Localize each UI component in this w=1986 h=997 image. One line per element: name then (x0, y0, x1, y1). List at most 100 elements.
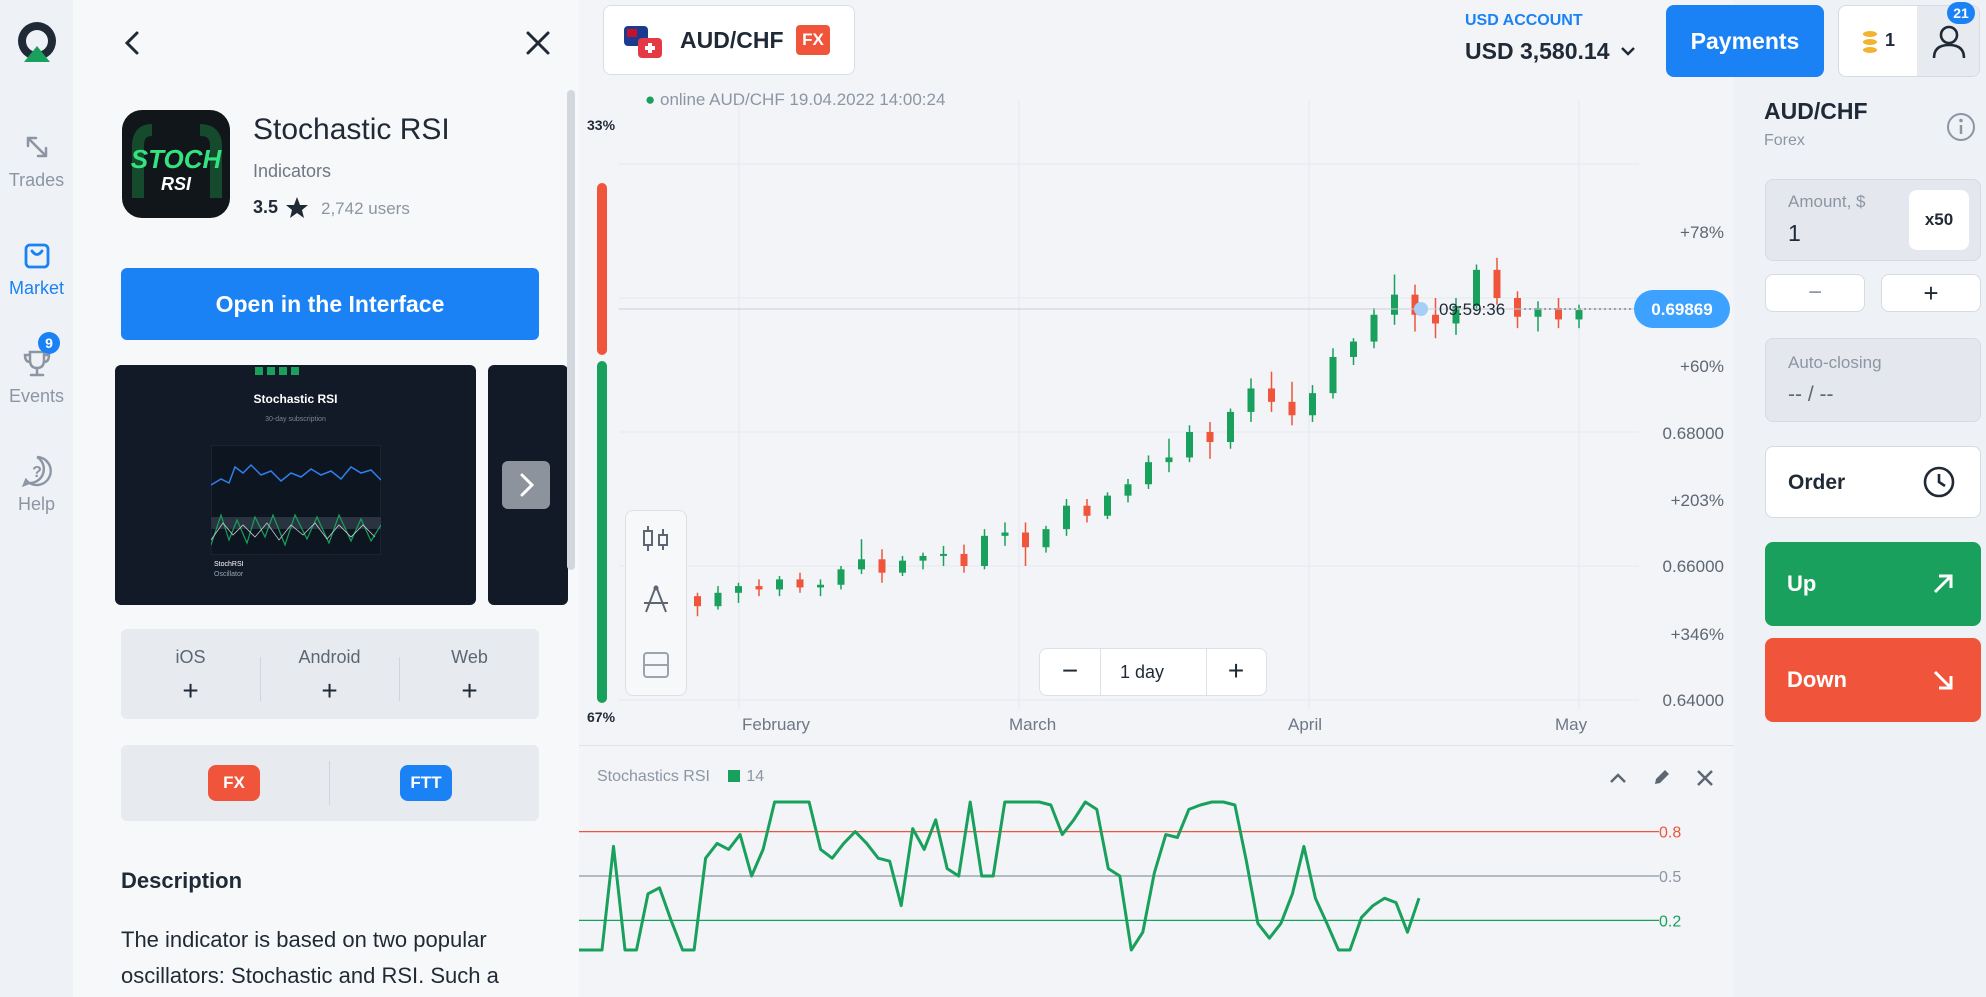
divider (329, 761, 330, 805)
candle-body (1534, 308, 1542, 317)
description-text: The indicator is based on two popular os… (121, 927, 499, 988)
arrows-icon (26, 136, 47, 158)
layout-icon[interactable] (640, 649, 672, 681)
candle-body (1206, 432, 1214, 443)
candle-body (1288, 401, 1296, 416)
indicator-panel: STOCH RSI Stochastic RSI Indicators 3.5 … (73, 0, 579, 997)
stoch-color-swatch (728, 770, 741, 782)
platform-web-plus: + (461, 675, 478, 706)
auto-closing-field[interactable]: Auto-closing -- / -- (1765, 338, 1981, 422)
close-icon[interactable] (525, 30, 551, 56)
pencil-icon[interactable] (1651, 766, 1673, 788)
candle-body (776, 579, 783, 590)
multiplier-button[interactable]: x50 (1909, 190, 1969, 250)
amount-increase-button[interactable]: + (1881, 274, 1981, 312)
auto-closing-value: -- / -- (1788, 383, 1834, 406)
auto-closing-label: Auto-closing (1788, 353, 1882, 372)
candle-body (1042, 529, 1050, 548)
divider (260, 657, 261, 701)
stoch-chart[interactable]: 0.8 0.5 0.2 (579, 790, 1734, 990)
candle-body (1370, 314, 1378, 342)
order-label: Order (1788, 471, 1846, 494)
nav-trades-label: Trades (8, 170, 65, 190)
open-in-interface-button[interactable]: Open in the Interface (121, 268, 539, 340)
candle-body (1555, 308, 1562, 320)
amount-value[interactable]: 1 (1788, 220, 1801, 246)
chevron-down-icon[interactable] (1619, 43, 1637, 59)
candle-body (1063, 505, 1070, 530)
panel-scrollbar[interactable] (567, 90, 575, 570)
fx-tag: FX (208, 765, 260, 801)
info-icon[interactable] (1946, 112, 1976, 142)
timeframe-minus-button[interactable]: − (1061, 655, 1079, 686)
ftt-tag: FTT (400, 765, 452, 801)
candle-body (1268, 388, 1275, 402)
nav-trades[interactable]: Trades (0, 130, 73, 191)
candle-body (796, 579, 804, 588)
nav-events[interactable]: Events (0, 346, 73, 407)
screenshot-subtitle: 30-day subscription (265, 416, 326, 423)
stoch-label: Stochastics RSI 14 (597, 768, 764, 786)
candle-body (1247, 388, 1255, 412)
icon-text-top: STOCH (130, 144, 222, 174)
up-button[interactable]: Up (1765, 542, 1981, 626)
platform-ios-label: iOS (175, 647, 206, 667)
nav-events-label: Events (8, 386, 65, 406)
amount-field[interactable]: Amount, $ 1 x50 (1765, 179, 1981, 261)
platform-ios[interactable]: iOS + (121, 629, 260, 719)
asset-name: AUD/CHF (680, 27, 784, 53)
candle-body (1165, 457, 1173, 463)
account-balance[interactable]: USD 3,580.14 (1465, 38, 1610, 64)
asset-selector[interactable]: AUD/CHF FX (603, 5, 855, 75)
price-chart[interactable]: +78% +60% 0.68000 +203% 0.66000 +346% 0.64000 F… (579, 0, 1734, 745)
month-label: March (1009, 715, 1056, 734)
chevron-up-icon[interactable] (1607, 768, 1629, 788)
chart-area: AUD/CHF FX USD ACCOUNT USD 3,580.14 ● on… (579, 0, 1734, 997)
stoch-level-label: 0.2 (1659, 913, 1681, 930)
candlestick-icon[interactable] (640, 523, 672, 555)
payments-button[interactable]: Payments (1666, 5, 1824, 77)
arrow-up-right-icon (1933, 574, 1953, 594)
order-button[interactable]: Order (1765, 446, 1981, 518)
sentiment-sell-bar (597, 183, 607, 355)
candle-body (981, 535, 988, 566)
user-icon (1932, 25, 1966, 59)
flags-icon (624, 26, 662, 58)
screenshot-1[interactable]: Stochastic RSI 30-day subscription Stoch… (115, 365, 476, 605)
clock-icon (1923, 466, 1955, 498)
svg-text:?: ? (32, 464, 42, 481)
instrument-types-box: FX FTT (121, 745, 539, 821)
stoch-name: Stochastics RSI (597, 768, 710, 785)
candle-body (1227, 411, 1234, 443)
online-dot-icon: ● (645, 90, 660, 109)
coins-icon[interactable] (1859, 28, 1881, 56)
price-axis-label: +203% (1671, 491, 1724, 510)
stoch-level-label: 0.5 (1659, 869, 1681, 886)
platform-android-plus: + (321, 675, 338, 706)
amount-decrease-button[interactable]: − (1765, 274, 1865, 312)
timeframe-plus-button[interactable]: + (1227, 655, 1245, 686)
nav-help[interactable]: ? Help (0, 454, 73, 515)
down-button[interactable]: Down (1765, 638, 1981, 722)
current-price-badge (1634, 290, 1730, 328)
platforms-box: iOS + Android + Web + (121, 629, 539, 719)
platform-ios-plus: + (182, 675, 199, 706)
carousel-next-button[interactable] (502, 461, 550, 509)
screenshot-chart (211, 445, 381, 555)
nav-market[interactable]: Market (0, 238, 73, 299)
app-logo[interactable] (14, 20, 60, 66)
trade-pair: AUD/CHF (1764, 98, 1868, 124)
rating-value: 3.5 (253, 197, 279, 217)
candle-body (1452, 306, 1460, 324)
platform-web[interactable]: Web + (400, 629, 539, 719)
back-icon[interactable] (120, 28, 144, 58)
candle-body (735, 586, 742, 593)
candle-body (899, 560, 906, 573)
description-heading: Description (121, 868, 243, 893)
close-indicator-icon[interactable] (1695, 768, 1715, 788)
candle-body (1309, 393, 1316, 416)
timeframe-value[interactable]: 1 day (1120, 662, 1165, 682)
drawing-compass-icon[interactable] (640, 583, 672, 615)
price-axis-label: 0.68000 (1663, 424, 1724, 443)
platform-android[interactable]: Android + (260, 629, 399, 719)
